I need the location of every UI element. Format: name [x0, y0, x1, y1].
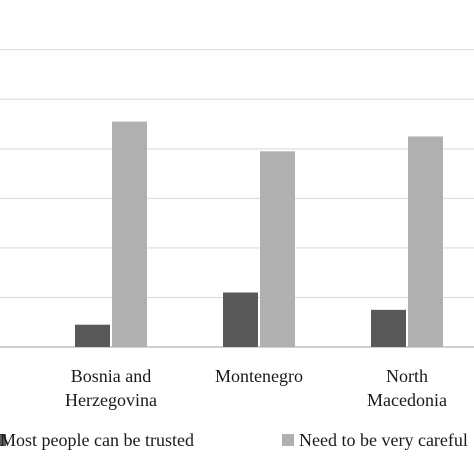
legend-label-careful: Need to be very careful	[299, 430, 468, 450]
category-label: North	[386, 366, 428, 386]
legend-swatch-careful	[282, 434, 294, 446]
legend-swatch-trusted	[0, 434, 6, 446]
bar-series-1-category-1	[260, 151, 295, 347]
legend-label-trusted: Most people can be trusted	[0, 430, 194, 450]
category-label: Macedonia	[367, 390, 447, 410]
category-label: Montenegro	[215, 366, 303, 386]
category-labels: Bosnia and Herzegovina Montenegro North Mace…	[65, 366, 447, 410]
bar-series-0-category-1	[223, 292, 258, 347]
category-label: Herzegovina	[65, 390, 157, 410]
category-label: Bosnia and	[71, 366, 152, 386]
bar-series-1-category-2	[408, 136, 443, 347]
bar-series-0-category-0	[75, 324, 110, 347]
bar-series-0-category-2	[371, 309, 406, 347]
bar-series-1-category-0	[112, 121, 147, 347]
legend: Most people can be trusted Need to be ve…	[0, 430, 468, 450]
bars	[75, 121, 443, 347]
